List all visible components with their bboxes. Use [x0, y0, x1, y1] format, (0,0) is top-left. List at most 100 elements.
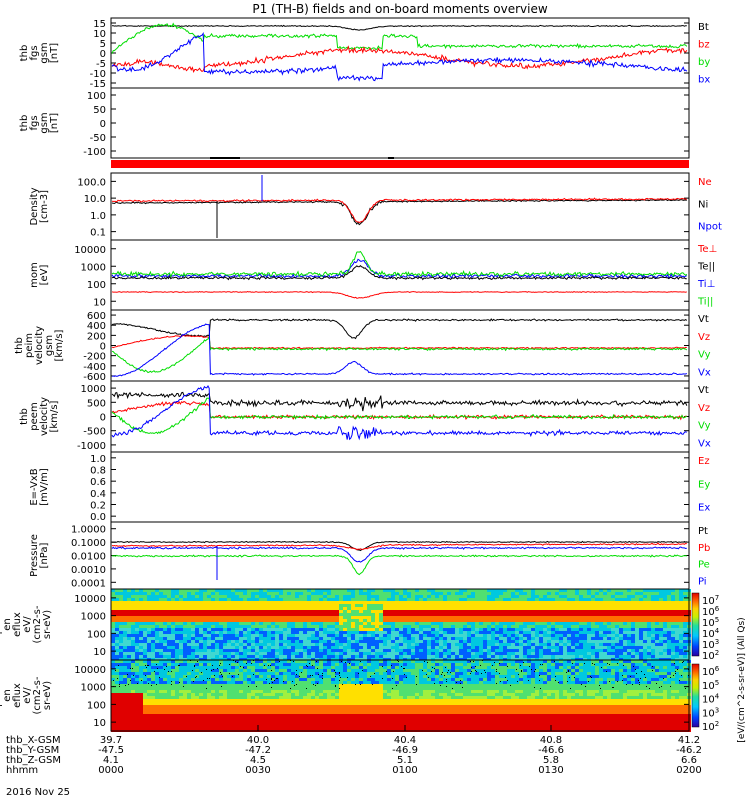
time-axis-value: 5.1 — [397, 755, 413, 766]
legend-vy: Vy — [698, 421, 711, 432]
y-tick-label: 1000 — [81, 384, 106, 395]
time-axis-value: 5.8 — [543, 755, 559, 766]
time-axis-value: -46.6 — [538, 745, 564, 756]
time-axis-value: 40.4 — [394, 735, 416, 746]
y-axis-label: thbpeimvelocitygsm[km/s] — [14, 326, 65, 365]
legend-pt: Pt — [698, 526, 708, 537]
time-axis-value: -47.5 — [98, 745, 124, 756]
legend-ne: Ne — [698, 177, 712, 188]
time-axis-value: 0100 — [392, 765, 417, 776]
colorbar-gradient — [691, 663, 700, 728]
colorbar-gradient — [691, 592, 700, 657]
legend-vz: Vz — [698, 403, 710, 414]
y-axis-label: Pressure[nPa] — [29, 534, 50, 577]
series-vz-peim — [111, 334, 687, 350]
y-axis-label: thbfgsgsm[nT] — [19, 112, 60, 133]
y-tick-label: 0.1 — [90, 228, 106, 239]
y-tick-label: 1.0 — [90, 211, 106, 222]
time-axis-value: 40.0 — [247, 735, 269, 746]
panel-frame — [110, 172, 690, 241]
chart-title: P1 (TH-B) fields and on-board moments ov… — [252, 2, 548, 16]
series-vy-peim — [111, 335, 688, 374]
legend-ni: Ni — [698, 199, 708, 210]
series-te-par — [111, 265, 687, 281]
y-tick-label: 0.0010 — [71, 565, 106, 576]
y-axis-label: mom[eV] — [29, 262, 50, 288]
y-tick-label: -5 — [96, 59, 106, 70]
panel-efield: 1.00.80.60.40.20.0 E=-VxB[mV/m] Ez Ey Ex — [29, 451, 710, 523]
series-ti-par — [111, 250, 688, 278]
y-tick-label: 10.0 — [84, 194, 106, 205]
y-tick-label: 0.0 — [90, 512, 106, 523]
series-pb — [111, 542, 687, 551]
y-axis-label: E=-VxB[mV/m] — [29, 468, 50, 506]
y-tick-label: 100 — [87, 629, 106, 640]
y-tick-label: 1000 — [81, 612, 106, 623]
legend-ti: Ti⊥ — [697, 279, 715, 290]
legend-pi: Pi — [698, 576, 707, 587]
panel-frame — [110, 451, 690, 523]
series-te-perp — [111, 290, 687, 299]
y-tick-label: 50 — [93, 105, 106, 116]
y-tick-label: 15 — [93, 19, 106, 30]
y-tick-label: 1000 — [81, 683, 106, 694]
panel-peir_eflux: 10000 1000 100 10 thbpeirenefluxeV/(cm2-s-sr… — [0, 588, 691, 661]
series-vx-peim — [111, 323, 687, 377]
y-axis-label: thbpeerenefluxeV/(cm2-s-sr-eV) — [0, 676, 53, 714]
y-tick-label: 0 — [100, 49, 106, 60]
panel-peem_velocity: 1000 500 0 -500 -1000 thbpeemvelocity[km/s] Vt… — [19, 380, 711, 453]
y-tick-label: 0 — [100, 342, 106, 353]
series-by — [111, 22, 688, 54]
panel-frame — [110, 309, 690, 382]
series-vt-peim — [111, 318, 688, 340]
panel-group: 151050-5-10-15thbfgsgsm[nT]Btbzbybx10050… — [0, 17, 747, 743]
y-tick-label: 0.6 — [90, 477, 106, 488]
legend-bz: bz — [698, 40, 710, 51]
y-axis-label: thbpeemvelocity[km/s] — [19, 397, 60, 436]
legend-ey: Ey — [698, 479, 710, 490]
colorbar-tick-label: 105 — [702, 679, 719, 692]
legend-pe: Pe — [698, 560, 710, 571]
y-tick-label: -50 — [90, 133, 106, 144]
legend-ez: Ez — [698, 456, 710, 467]
y-tick-label: 400 — [87, 321, 106, 332]
y-axis-label: thbfgsgsm[nT] — [19, 42, 60, 63]
y-tick-label: 1000 — [81, 262, 106, 273]
time-axis-value: -47.2 — [245, 745, 271, 756]
time-axis-value: 0200 — [676, 765, 701, 776]
legend-by: by — [698, 57, 710, 68]
time-axis-value: 0030 — [245, 765, 270, 776]
y-tick-label: -10 — [90, 69, 106, 80]
y-tick-label: -100 — [83, 147, 106, 158]
legend-te: Te⊥ — [697, 244, 717, 255]
y-tick-label: 100.0 — [77, 177, 106, 188]
legend-te: Te|| — [697, 262, 715, 273]
y-tick-label: -400 — [83, 362, 106, 373]
y-tick-label: 10 — [93, 718, 106, 729]
y-tick-label: 0 — [100, 119, 106, 130]
y-tick-label: 0.1000 — [71, 538, 106, 549]
y-tick-label: 0.8 — [90, 466, 106, 477]
y-tick-label: 0.2 — [90, 501, 106, 512]
panel-pressure: 1.0000 0.1000 0.0100 0.0010 0.0001 Pressure[n… — [29, 521, 710, 590]
time-axis-value: 0130 — [538, 765, 563, 776]
series-ni — [111, 198, 687, 226]
series-vx-peem — [111, 385, 687, 441]
y-tick-label: 0.4 — [90, 489, 106, 500]
series-vt-peem — [111, 391, 688, 412]
panel-density: 100.0 10.0 1.0 0.1 Density[cm-3] Ne Ni Npot — [29, 172, 722, 241]
colorbar-tick-label: 104 — [702, 693, 720, 706]
y-axis-label: Density[cm-3] — [29, 187, 50, 225]
series-ne — [111, 197, 687, 224]
series-pi — [111, 546, 687, 563]
panel-frame — [110, 87, 690, 159]
y-tick-label: 10000 — [74, 665, 106, 676]
colorbar-tick-label: 102 — [702, 720, 719, 733]
panel-fgs_angle: 100 50 0 -50 -100 thbfgsgsm[nT] — [19, 87, 690, 159]
legend-vx: Vx — [698, 367, 711, 378]
